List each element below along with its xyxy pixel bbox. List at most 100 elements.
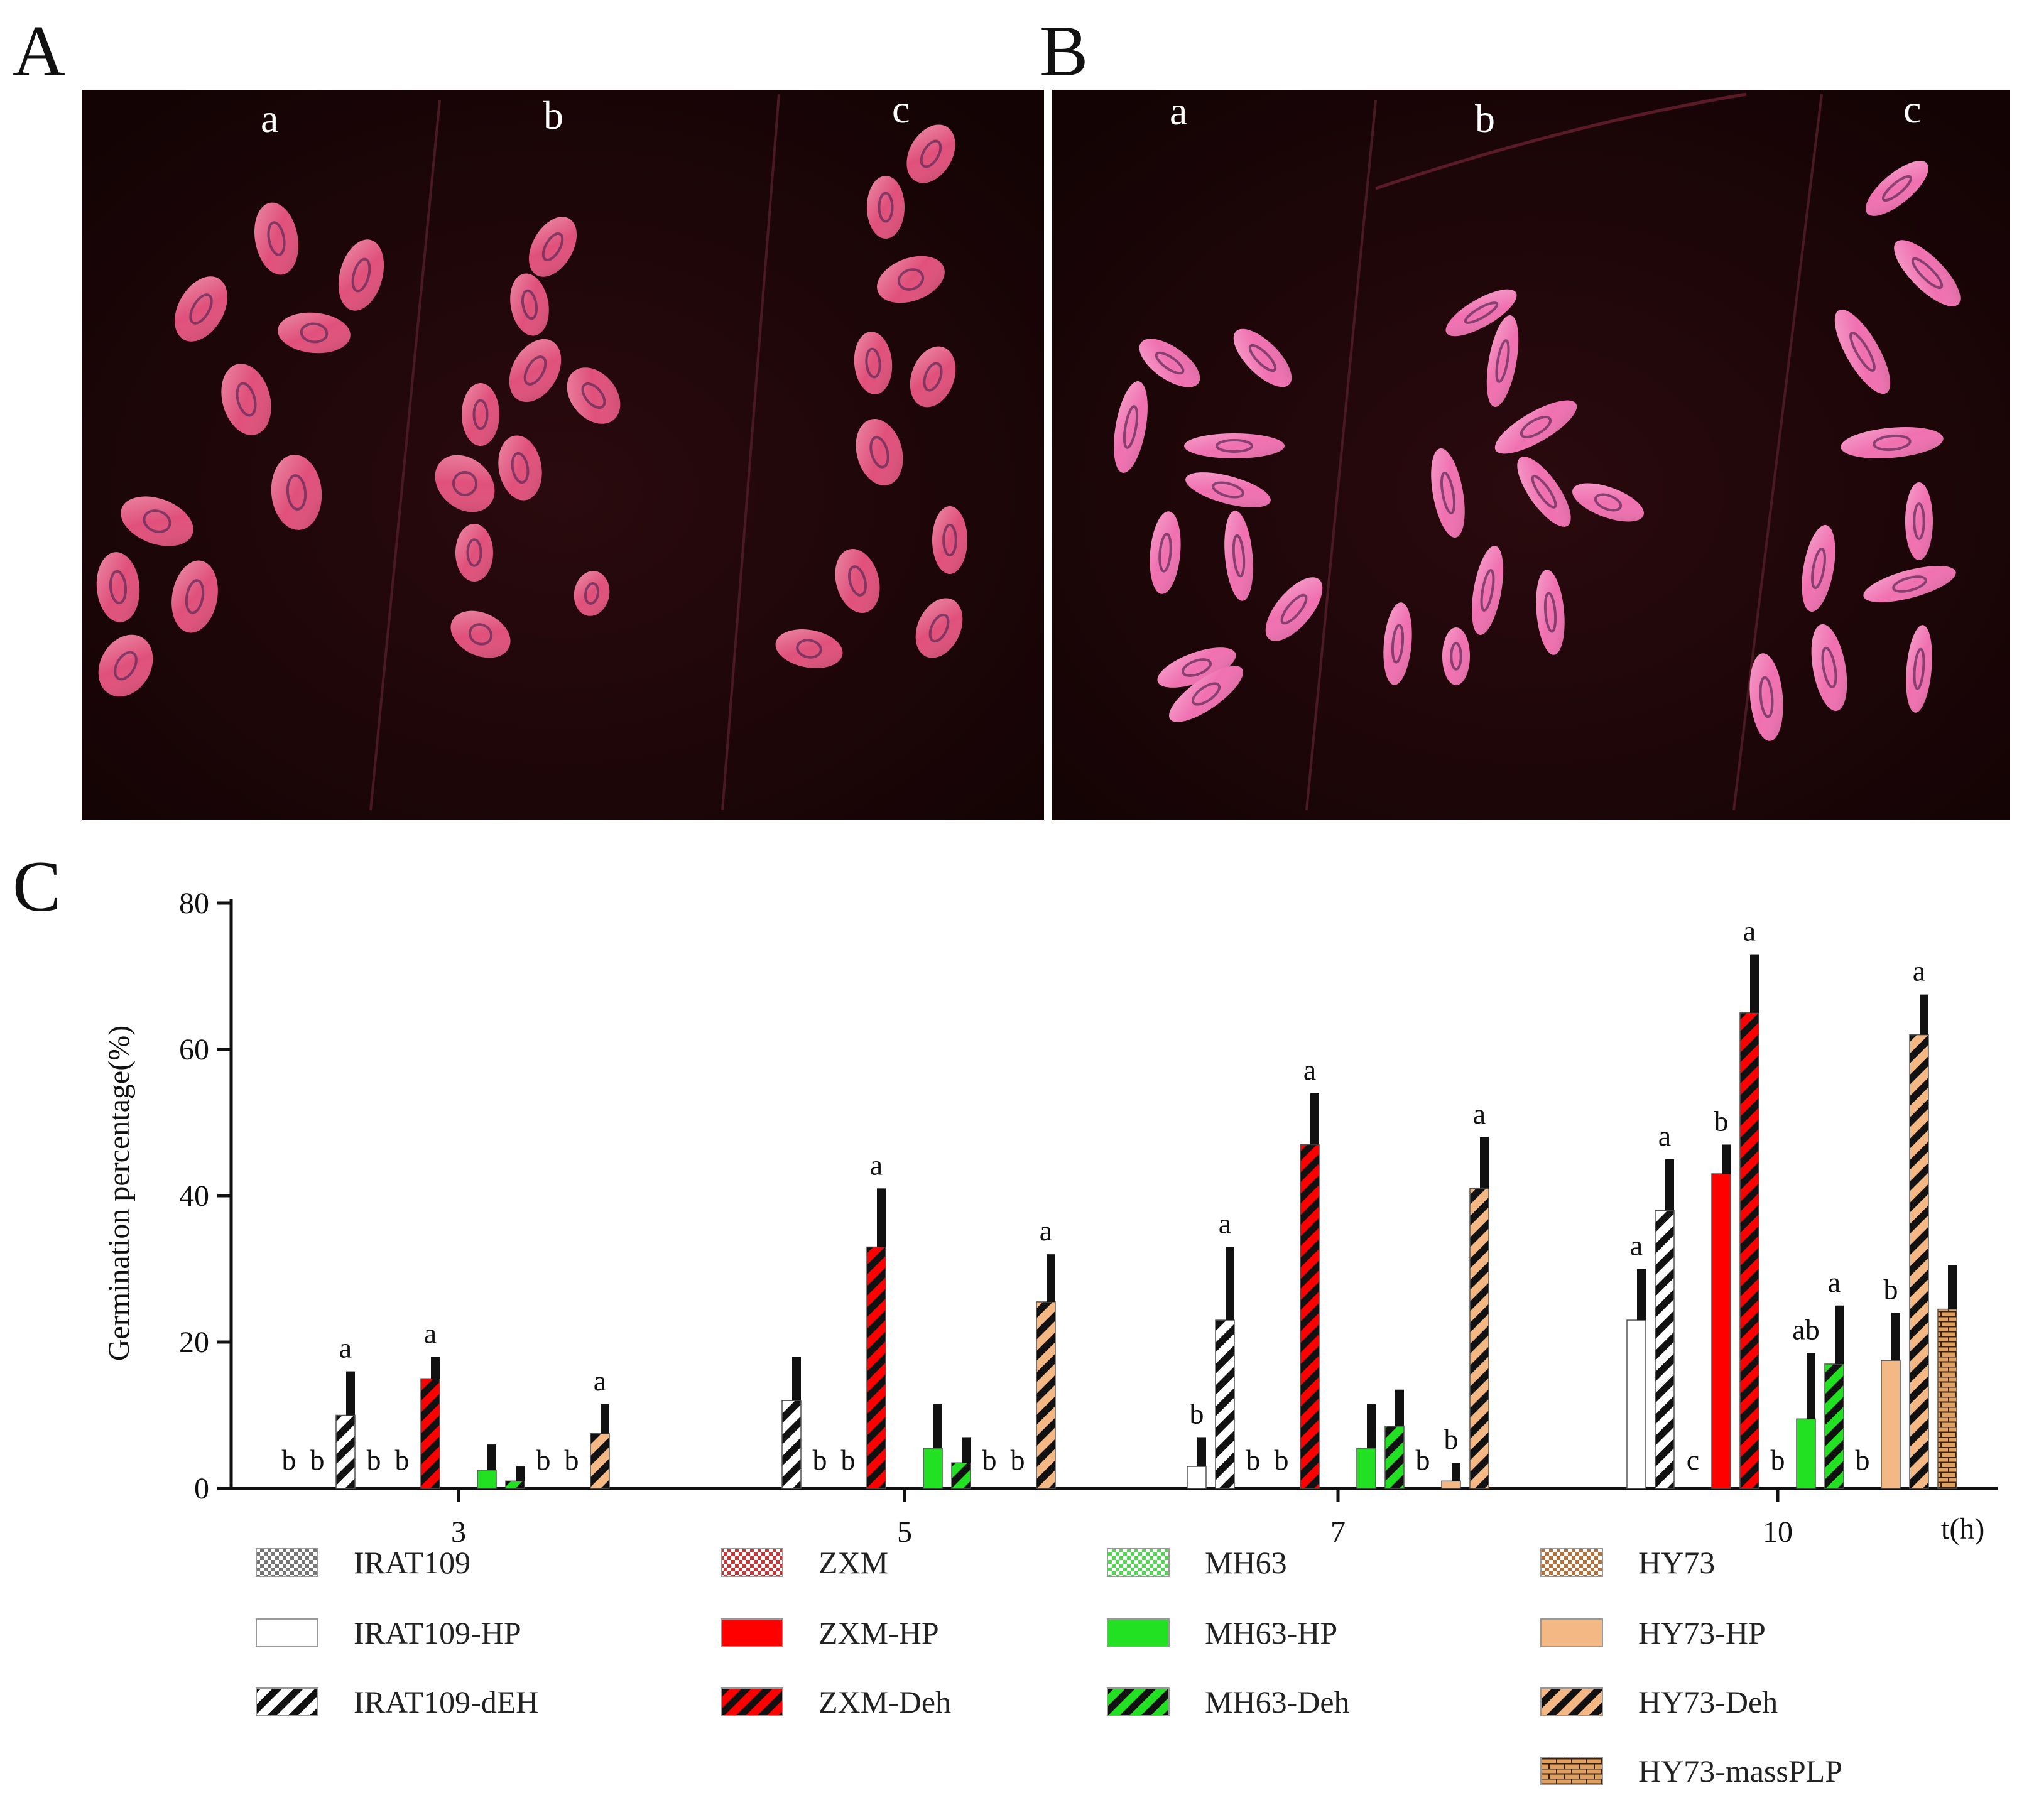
legend-item: HY73-massPLP bbox=[1540, 1753, 1842, 1789]
rice-seed bbox=[867, 176, 905, 239]
significance-label: c bbox=[1687, 1444, 1699, 1476]
rice-seed bbox=[1139, 339, 1200, 387]
error-bar bbox=[877, 1188, 886, 1247]
rice-seed bbox=[1572, 483, 1644, 522]
legend-label: IRAT109-HP bbox=[354, 1615, 521, 1650]
photo-a-crack bbox=[369, 100, 441, 811]
rice-seed bbox=[1265, 577, 1323, 641]
legend-item: ZXM-HP bbox=[721, 1615, 939, 1650]
bar bbox=[1626, 1319, 1646, 1489]
legend-item: IRAT109 bbox=[256, 1545, 470, 1580]
rice-seed bbox=[455, 524, 493, 582]
rice-seed bbox=[509, 339, 562, 403]
rice-seed bbox=[462, 383, 499, 446]
legend-label: IRAT109-dEH bbox=[354, 1684, 538, 1720]
error-bar bbox=[601, 1404, 609, 1434]
legend-swatch bbox=[1540, 1757, 1603, 1785]
y-axis: 0 20 40 60 80 bbox=[179, 887, 233, 1505]
error-bar bbox=[1367, 1404, 1376, 1448]
significance-label: b bbox=[565, 1444, 579, 1476]
rice-seed bbox=[775, 629, 843, 668]
error-bar bbox=[1197, 1437, 1206, 1467]
legend-swatch bbox=[256, 1548, 318, 1577]
rice-seed bbox=[498, 435, 542, 501]
rice-seed bbox=[450, 610, 511, 658]
rice-seed bbox=[915, 598, 963, 658]
bar bbox=[590, 1433, 610, 1489]
significance-label: a bbox=[1630, 1230, 1643, 1262]
significance-label: b bbox=[395, 1444, 410, 1476]
significance-label: a bbox=[339, 1332, 352, 1364]
y-tick-label: 40 bbox=[179, 1179, 209, 1213]
bar bbox=[1824, 1363, 1844, 1489]
error-bar bbox=[346, 1371, 355, 1416]
rice-seed bbox=[856, 419, 903, 485]
x-tick-label: 10 bbox=[1763, 1515, 1793, 1549]
rice-seed bbox=[121, 496, 193, 546]
legend-swatch bbox=[721, 1618, 783, 1647]
legend-label: HY73-massPLP bbox=[1638, 1753, 1842, 1789]
legend-item: MH63 bbox=[1107, 1545, 1287, 1580]
bar bbox=[335, 1414, 356, 1489]
rice-seed bbox=[835, 549, 880, 613]
rice-seed bbox=[1906, 625, 1932, 713]
rice-seed bbox=[510, 273, 549, 336]
legend-item: ZXM bbox=[721, 1545, 888, 1580]
significance-label: a bbox=[1473, 1098, 1486, 1130]
legend-item: HY73 bbox=[1540, 1545, 1715, 1580]
error-bar bbox=[1891, 1313, 1900, 1361]
bar bbox=[866, 1246, 886, 1489]
rice-seed bbox=[854, 332, 893, 394]
bar bbox=[781, 1400, 802, 1489]
bar bbox=[1356, 1448, 1376, 1489]
bar bbox=[1739, 1012, 1759, 1489]
bar bbox=[951, 1462, 971, 1489]
bar bbox=[1187, 1466, 1207, 1489]
error-bar bbox=[1480, 1137, 1489, 1189]
legend-item: ZXM-Deh bbox=[721, 1684, 951, 1720]
rice-seed bbox=[1185, 472, 1271, 507]
legend-label: MH63 bbox=[1205, 1545, 1287, 1580]
significance-label: a bbox=[1219, 1208, 1231, 1240]
error-bar bbox=[1310, 1093, 1319, 1145]
rice-seed bbox=[1150, 511, 1181, 594]
photo-b-crack bbox=[1305, 100, 1377, 811]
significance-label: a bbox=[870, 1149, 883, 1181]
legend: IRAT109 IRAT109-HP IRAT109-dEH ZXM ZXM-HP ZXM… bbox=[256, 1545, 1842, 1789]
error-bar bbox=[1722, 1144, 1731, 1174]
error-bar bbox=[792, 1357, 801, 1401]
rice-seed bbox=[1157, 647, 1236, 688]
rice-seed bbox=[1169, 666, 1243, 722]
photo-b-label-c: c bbox=[1903, 87, 1921, 131]
x-tick-label: 7 bbox=[1330, 1515, 1346, 1549]
error-bar bbox=[1807, 1353, 1815, 1419]
legend-swatch bbox=[1107, 1687, 1170, 1716]
rice-seed bbox=[1486, 315, 1519, 407]
y-tick-label: 20 bbox=[179, 1326, 209, 1359]
significance-label: b bbox=[813, 1444, 827, 1476]
error-bar bbox=[1948, 1265, 1957, 1309]
significance-label: b bbox=[1246, 1444, 1261, 1476]
error-bar bbox=[1226, 1247, 1234, 1321]
rice-seed bbox=[932, 506, 967, 574]
significance-label: a bbox=[594, 1365, 606, 1397]
legend-item: IRAT109-HP bbox=[256, 1615, 521, 1650]
error-bar bbox=[1665, 1159, 1674, 1211]
significance-label: b bbox=[1275, 1444, 1289, 1476]
bar bbox=[1796, 1418, 1816, 1489]
rice-seed bbox=[1905, 482, 1933, 560]
significance-label: b bbox=[536, 1444, 551, 1476]
error-bar bbox=[1920, 994, 1928, 1035]
x-tick-label: 3 bbox=[451, 1515, 466, 1549]
legend-item: MH63-Deh bbox=[1107, 1684, 1350, 1720]
error-bar bbox=[933, 1404, 942, 1448]
seeds-group-b bbox=[1114, 161, 1961, 741]
error-bar bbox=[1452, 1463, 1460, 1481]
significance-label: ab bbox=[1792, 1313, 1819, 1345]
rice-seed bbox=[1445, 289, 1517, 337]
rice-seed bbox=[254, 202, 298, 275]
rice-seed bbox=[574, 571, 610, 616]
seeds-group-a bbox=[96, 124, 967, 697]
rice-seed bbox=[1863, 566, 1956, 602]
rice-seed bbox=[96, 552, 140, 622]
